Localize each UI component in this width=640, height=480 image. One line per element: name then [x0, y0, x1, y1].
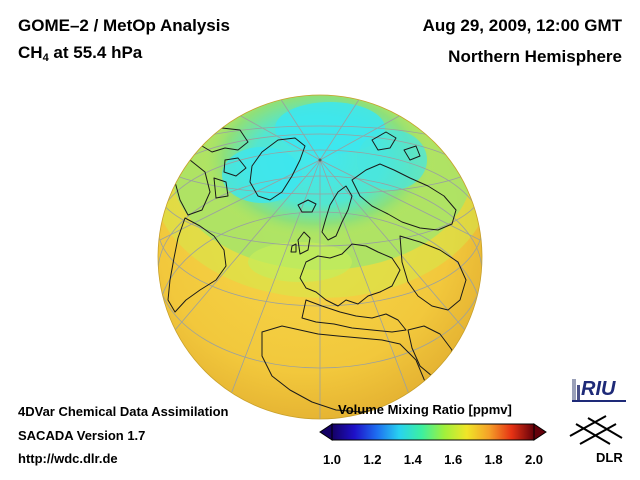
dlr-logo-mark [569, 415, 623, 445]
colorbar-tick-label: 1.2 [363, 452, 382, 467]
dlr-logo: DLR [569, 415, 623, 465]
footer-version: SACADA Version 1.7 [18, 428, 146, 443]
siberia-islands [371, 131, 421, 161]
species-name: CH [18, 43, 43, 62]
mediterranean-coast [301, 299, 407, 333]
cyan-lobe-west [222, 147, 302, 203]
dlr-logo-text: DLR [596, 450, 623, 465]
datetime-label: Aug 29, 2009, 12:00 GMT [422, 16, 622, 35]
colorbar [319, 423, 547, 441]
map-title: GOME–2 / MetOp Analysis [18, 16, 230, 35]
species-level-label: CH4 at 55.4 hPa [18, 43, 142, 64]
field-overlay [158, 95, 482, 298]
colorbar-title: Volume Mixing Ratio [ppmv] [338, 402, 512, 417]
colorbar-tick-label: 1.8 [484, 452, 503, 467]
north-america-east-coast [167, 217, 227, 313]
colorbar-tick-label: 2.0 [524, 452, 544, 467]
greenland-coast [249, 137, 306, 201]
globe-rim [157, 94, 483, 420]
colorbar-tick-label: 1.6 [444, 452, 463, 467]
colorbar-max-arrow [533, 423, 547, 441]
green-tongue-south [248, 242, 352, 282]
cyan-lobe-north [275, 102, 385, 154]
north-pole-marker [318, 158, 322, 162]
russia-coast [351, 163, 457, 231]
colorbar-gradient [331, 423, 535, 441]
british-isles-coast [290, 231, 311, 255]
pressure-level: at 55.4 hPa [53, 43, 143, 62]
iceland-coast [297, 199, 317, 213]
canadian-arctic-coast [201, 127, 249, 199]
europe-coast [299, 243, 401, 307]
colorbar-tick-label: 1.4 [403, 452, 422, 467]
riu-logo-text: RIU [581, 378, 616, 400]
region-label: Northern Hemisphere [448, 47, 622, 66]
scandinavia-coast [321, 185, 353, 241]
colorbar-min-arrow [319, 423, 333, 441]
species-subscript: 4 [42, 52, 49, 64]
riu-logo-bar-1 [572, 379, 576, 401]
riu-logo: RIU [572, 378, 626, 402]
riu-logo-bar-2 [577, 385, 580, 401]
asia-interior-coast [399, 235, 467, 311]
colorbar-tick-label: 1.0 [322, 452, 342, 467]
colorbar-tick-labels: 1.0 1.2 1.4 1.6 1.8 2.0 [318, 452, 548, 470]
footer-url[interactable]: http://wdc.dlr.de [18, 451, 118, 466]
footer-method: 4DVar Chemical Data Assimilation [18, 404, 229, 419]
